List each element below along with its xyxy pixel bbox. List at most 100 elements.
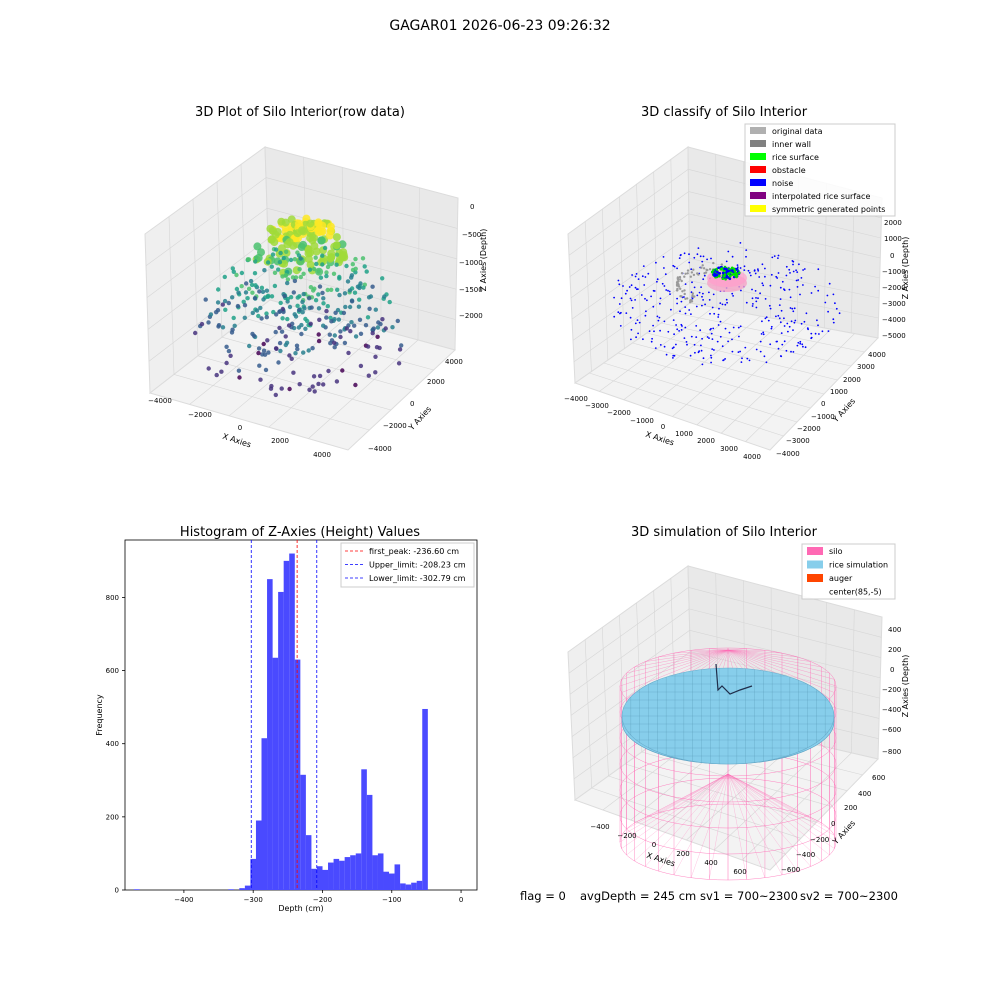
noise-point: [757, 297, 759, 299]
noise-point: [619, 313, 621, 315]
raw-point: [308, 268, 312, 272]
raw-point: [377, 346, 381, 350]
inner-wall-point: [690, 276, 692, 278]
noise-point: [711, 333, 713, 335]
rice-surface-point: [711, 271, 714, 274]
noise-point: [665, 289, 667, 291]
noise-point: [797, 345, 799, 347]
p2-ytick: −3000: [786, 437, 810, 445]
inner-wall-point: [679, 295, 681, 297]
noise-point: [781, 310, 783, 312]
noise-point: [768, 320, 770, 322]
raw-point: [221, 325, 225, 329]
raw-point: [335, 379, 339, 383]
raw-point: [365, 269, 369, 273]
noise-point: [625, 312, 627, 314]
noise-point: [770, 285, 772, 287]
rice-surface-point: [714, 274, 717, 277]
raw-point: [312, 267, 316, 271]
legend-swatch: [750, 179, 766, 186]
p2-ztick: 2000: [884, 219, 902, 227]
noise-point: [702, 364, 704, 366]
noise-point: [717, 316, 719, 318]
noise-point: [805, 346, 807, 348]
raw-point: [376, 320, 380, 324]
noise-point: [696, 295, 698, 297]
noise-point: [678, 330, 680, 332]
legend-label: symmetric generated points: [772, 205, 885, 214]
noise-point: [695, 325, 697, 327]
raw-point: [253, 283, 257, 287]
noise-point: [645, 310, 647, 312]
raw-point: [366, 315, 370, 319]
noise-point: [738, 327, 740, 329]
noise-point: [748, 270, 750, 272]
noise-point: [783, 317, 785, 319]
noise-point: [666, 354, 668, 356]
p1-xlabel: X Axies: [221, 432, 252, 450]
noise-point: [790, 307, 792, 309]
raw-point: [359, 364, 363, 368]
noise-point: [827, 311, 829, 313]
noise-point: [794, 320, 796, 322]
noise-point: [780, 287, 782, 289]
noise-point: [784, 289, 786, 291]
legend-label: auger: [829, 574, 853, 583]
noise-point: [779, 304, 781, 306]
inner-wall-point: [681, 280, 683, 282]
raw-point: [317, 332, 321, 336]
noise-point: [784, 340, 786, 342]
noise-point: [814, 286, 816, 288]
noise-point: [712, 328, 714, 330]
inner-wall-point: [705, 269, 707, 271]
noise-point: [799, 294, 801, 296]
noise-point: [686, 341, 688, 343]
raw-point: [257, 289, 261, 293]
raw-point: [245, 296, 249, 300]
noise-point: [732, 256, 734, 258]
raw-point: [371, 331, 375, 335]
raw-point: [367, 307, 371, 311]
p4-ztick: −400: [882, 706, 901, 714]
p4-ytick: 200: [844, 804, 857, 812]
noise-point: [659, 317, 661, 319]
inner-wall-point: [679, 276, 681, 278]
raw-point: [349, 320, 353, 324]
noise-point: [828, 330, 830, 332]
raw-point: [250, 291, 254, 295]
noise-point: [621, 297, 623, 299]
raw-point: [216, 308, 220, 312]
raw-point: [290, 357, 294, 361]
raw-point: [216, 300, 220, 304]
raw-point: [358, 318, 362, 322]
noise-point: [718, 314, 720, 316]
raw-point: [278, 341, 282, 345]
noise-point: [635, 276, 637, 278]
noise-point: [743, 269, 745, 271]
noise-point: [659, 303, 661, 305]
noise-point: [766, 361, 768, 363]
noise-point: [630, 298, 632, 300]
noise-point: [706, 259, 708, 261]
hist-bar: [367, 795, 373, 890]
noise-point: [740, 267, 742, 269]
raw-point: [280, 274, 284, 278]
inner-wall-point: [677, 283, 679, 285]
noise-point: [790, 296, 792, 298]
noise-point: [631, 284, 633, 286]
rice-surface-point: [731, 269, 734, 272]
raw-point: [310, 346, 314, 350]
status-flag: flag = 0: [520, 889, 566, 903]
noise-point: [713, 294, 715, 296]
raw-point: [373, 370, 377, 374]
legend-label: rice surface: [772, 153, 819, 162]
noise-point: [761, 320, 763, 322]
noise-point: [829, 283, 831, 285]
raw-point: [262, 268, 266, 272]
raw-point: [276, 360, 280, 364]
raw-point: [311, 288, 315, 292]
raw-point: [274, 347, 278, 351]
noise-point: [719, 302, 721, 304]
p1-ytick: −2000: [383, 422, 407, 430]
noise-point: [777, 257, 779, 259]
